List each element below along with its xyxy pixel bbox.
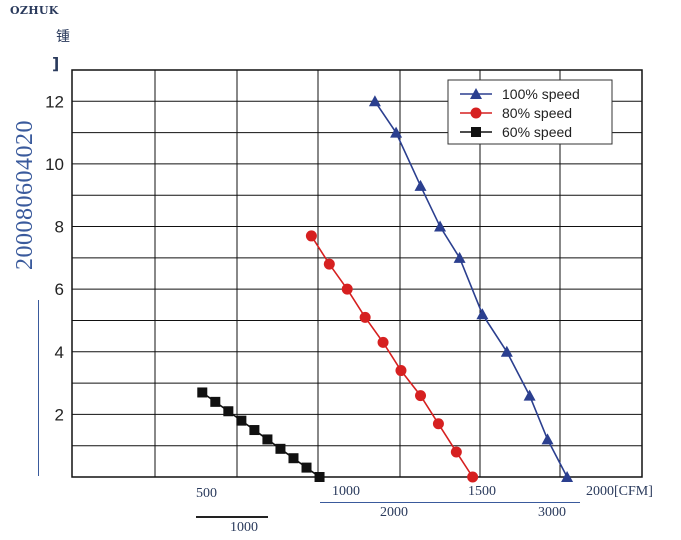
series-circle <box>305 230 479 483</box>
data-point-square <box>210 396 221 407</box>
data-point-triangle <box>368 95 381 107</box>
data-point-triangle <box>390 126 403 138</box>
x-label-underline <box>320 502 580 503</box>
plot-frame <box>71 69 643 478</box>
left-rule <box>38 300 39 476</box>
data-point-circle <box>467 471 479 483</box>
data-point-triangle <box>414 179 427 191</box>
legend-label: 60% speed <box>502 124 572 140</box>
data-point-circle <box>341 283 353 295</box>
data-point-square <box>236 415 247 426</box>
data-point-triangle <box>470 88 482 99</box>
x-label-1500: 1500 <box>468 484 496 499</box>
brand-label: OZHUK <box>10 4 59 17</box>
series-line <box>201 391 321 478</box>
series-line <box>310 235 474 478</box>
corner-bracket: ] <box>52 54 60 73</box>
data-point-circle <box>323 258 335 270</box>
y-tick-label: 4 <box>55 343 64 362</box>
legend-label: 80% speed <box>502 105 572 121</box>
data-point-triangle <box>500 345 513 357</box>
y-tick-label: 6 <box>55 280 64 299</box>
data-point-square <box>314 472 325 482</box>
y-tick-label: 8 <box>55 218 64 237</box>
data-point-triangle <box>434 220 447 232</box>
x-label-2000: 2000 <box>380 505 408 520</box>
data-point-triangle <box>523 389 536 401</box>
data-point-square <box>301 462 312 473</box>
series-line <box>374 100 568 478</box>
data-point-square <box>275 443 286 454</box>
data-point-circle <box>395 365 407 377</box>
data-point-square <box>223 406 234 417</box>
legend-label: 100% speed <box>502 86 580 102</box>
chart-legend: 100% speed 80% speed 60% speed <box>447 79 613 145</box>
x-label-3000: 3000 <box>538 505 566 520</box>
data-point-triangle <box>476 308 489 320</box>
data-point-triangle <box>453 251 466 263</box>
data-point-circle <box>305 230 317 242</box>
corner-glyph: 锺 <box>56 29 70 45</box>
y-tick-label: 10 <box>45 155 64 174</box>
x-label-1000: 1000 <box>332 484 360 499</box>
x-label-500: 500 <box>196 486 217 501</box>
data-point-circle <box>377 336 389 348</box>
data-point-circle <box>470 107 482 119</box>
x-label-1000-lower: 1000 <box>230 520 258 535</box>
series-square <box>197 387 325 482</box>
y-tick-labels: 2 4 6 8 10 12 <box>45 92 64 424</box>
lower-underline <box>196 516 268 518</box>
y-tick-label: 2 <box>55 405 64 424</box>
data-point-circle <box>359 311 371 323</box>
data-point-square <box>249 425 260 436</box>
series-triangle <box>368 95 574 482</box>
data-point-square <box>197 387 208 398</box>
data-point-triangle <box>561 471 574 482</box>
series-layer <box>197 95 574 483</box>
y-tick-label: 12 <box>45 92 64 111</box>
data-point-circle <box>415 390 427 402</box>
data-point-circle <box>450 446 462 458</box>
data-point-square <box>288 453 299 464</box>
data-point-square <box>471 127 481 137</box>
data-point-square <box>262 434 273 445</box>
chart-grid <box>71 69 643 478</box>
data-point-circle <box>432 418 444 430</box>
data-point-triangle <box>541 433 554 445</box>
x-label-2000-cfm: 2000[CFM] <box>586 484 653 499</box>
